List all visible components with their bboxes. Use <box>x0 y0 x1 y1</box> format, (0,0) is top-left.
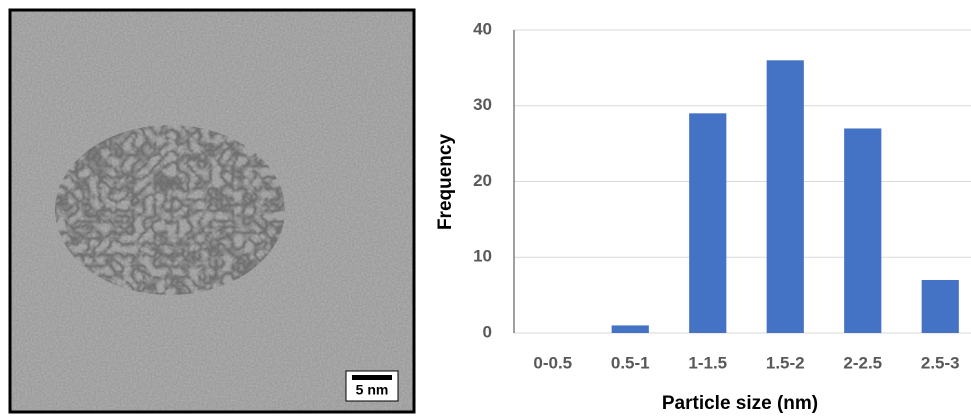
y-tick-label: 30 <box>473 95 492 114</box>
bar <box>921 279 959 333</box>
image-border <box>8 8 416 414</box>
x-tick-label: 1.5-2 <box>766 353 805 372</box>
x-axis-label: Particle size (nm) <box>662 393 818 414</box>
y-axis-label: Frequency <box>435 134 456 231</box>
x-tick-label: 2.5-3 <box>921 353 960 372</box>
scale-bar-label: 5 nm <box>356 382 389 398</box>
y-tick-label: 40 <box>473 19 492 38</box>
x-tick-label: 2-2.5 <box>843 353 882 372</box>
bar <box>611 325 649 333</box>
bar <box>844 128 882 333</box>
y-tick-label: 10 <box>473 247 492 266</box>
x-tick-label: 0-0.5 <box>533 353 572 372</box>
bar <box>689 113 727 333</box>
x-tick-label: 0.5-1 <box>611 353 650 372</box>
bar <box>766 60 804 334</box>
micrograph <box>10 10 414 412</box>
scale-bar: 5 nm <box>345 370 399 402</box>
chart: 0 10 20 30 40 0-0.5 0.5-1 1-1.5 1.5-2 2-2.5 2.5-3 P… <box>435 19 971 414</box>
y-tick-label: 0 <box>483 322 492 341</box>
y-tick-label: 20 <box>473 171 492 190</box>
x-tick-label: 1-1.5 <box>688 353 727 372</box>
